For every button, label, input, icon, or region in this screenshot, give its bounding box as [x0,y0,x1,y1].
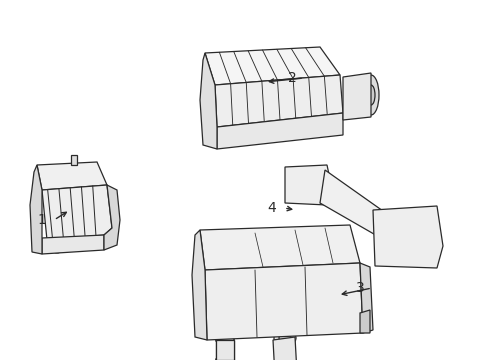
Polygon shape [205,263,363,340]
Circle shape [216,323,230,337]
Circle shape [336,318,350,332]
Ellipse shape [216,335,234,345]
Polygon shape [273,337,297,360]
Circle shape [292,170,298,176]
Polygon shape [42,235,104,254]
Text: 1: 1 [38,213,47,227]
Text: 2: 2 [288,71,296,85]
Polygon shape [373,206,443,268]
Polygon shape [42,185,112,240]
Circle shape [317,167,323,175]
Ellipse shape [289,173,321,197]
Polygon shape [360,263,373,333]
Circle shape [50,239,64,253]
Polygon shape [200,53,217,149]
Circle shape [336,266,350,280]
Polygon shape [215,75,343,127]
Circle shape [59,176,65,180]
Ellipse shape [279,334,291,342]
Ellipse shape [258,282,302,312]
Polygon shape [37,162,107,190]
Polygon shape [216,340,234,360]
Circle shape [215,59,231,75]
Polygon shape [320,170,405,245]
Ellipse shape [375,215,435,261]
Ellipse shape [216,355,234,360]
Polygon shape [192,230,207,340]
Ellipse shape [289,173,321,197]
Text: 3: 3 [356,281,365,295]
Polygon shape [343,73,371,120]
Text: 4: 4 [268,201,276,215]
Polygon shape [104,185,120,250]
Ellipse shape [225,259,335,335]
Polygon shape [205,47,340,85]
Ellipse shape [242,271,318,323]
Circle shape [228,130,242,144]
Circle shape [216,270,230,284]
Ellipse shape [216,335,234,345]
Polygon shape [217,113,343,149]
Polygon shape [285,165,333,205]
Circle shape [288,123,302,137]
Circle shape [64,165,84,185]
Circle shape [44,167,56,179]
Polygon shape [216,340,234,360]
Circle shape [82,165,92,175]
Polygon shape [360,310,370,333]
Polygon shape [200,225,360,270]
Ellipse shape [272,292,288,302]
Polygon shape [71,155,77,165]
Ellipse shape [363,75,379,115]
Ellipse shape [375,215,435,261]
Ellipse shape [216,355,234,360]
Polygon shape [30,165,42,254]
Ellipse shape [367,85,375,105]
Ellipse shape [274,330,296,346]
